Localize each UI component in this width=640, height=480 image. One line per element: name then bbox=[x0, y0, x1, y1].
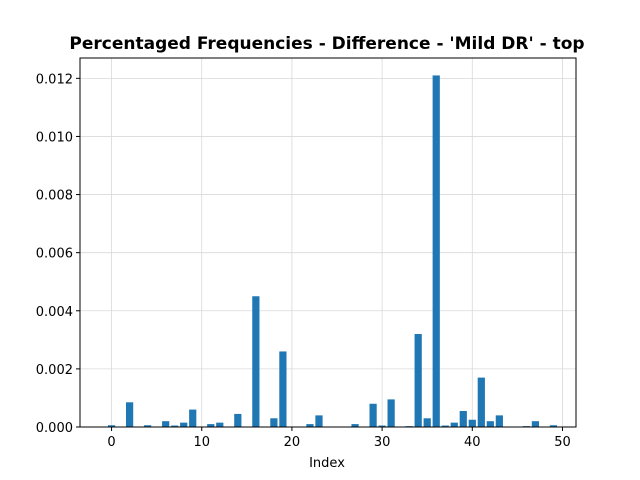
bar-34 bbox=[414, 334, 422, 427]
bar-4 bbox=[144, 425, 152, 427]
bar-9 bbox=[189, 409, 197, 427]
bar-43 bbox=[495, 415, 503, 427]
bar-18 bbox=[270, 418, 278, 427]
bar-2 bbox=[125, 402, 134, 427]
grid-lines bbox=[80, 58, 576, 428]
bar-42 bbox=[486, 421, 494, 427]
bar-11 bbox=[207, 424, 215, 427]
y-axis-ticks: 0.000 0.002 0.004 0.006 0.008 0.010 0.012 bbox=[36, 72, 80, 436]
bar-12 bbox=[216, 422, 224, 427]
bar-49 bbox=[549, 425, 558, 427]
bar-47 bbox=[531, 421, 540, 427]
y-tick-label: 0.000 bbox=[36, 421, 73, 436]
y-tick-label: 0.010 bbox=[36, 130, 73, 145]
bar-30 bbox=[378, 425, 386, 427]
bar-0 bbox=[107, 425, 116, 427]
x-tick-label: 30 bbox=[374, 435, 391, 450]
y-tick-label: 0.004 bbox=[36, 305, 73, 320]
x-axis-ticks: 0 10 20 30 40 50 bbox=[107, 427, 571, 450]
x-tick-label: 50 bbox=[554, 435, 571, 450]
bar-14 bbox=[234, 413, 242, 427]
bar-22 bbox=[306, 424, 314, 427]
y-tick-label: 0.002 bbox=[36, 363, 73, 378]
plot-frame bbox=[79, 57, 577, 428]
bar-37 bbox=[441, 425, 449, 427]
x-tick-label: 40 bbox=[464, 435, 481, 450]
chart-title: Percentaged Frequencies - Difference - '… bbox=[69, 34, 584, 54]
bars bbox=[107, 75, 558, 427]
y-tick-label: 0.012 bbox=[36, 72, 73, 87]
bar-19 bbox=[279, 351, 287, 427]
bar-29 bbox=[369, 403, 377, 427]
bar-6 bbox=[162, 421, 170, 427]
x-axis-label: Index bbox=[309, 456, 345, 471]
bar-35 bbox=[423, 418, 431, 427]
bar-23 bbox=[315, 415, 323, 427]
x-tick-label: 0 bbox=[107, 435, 115, 450]
bar-16 bbox=[252, 296, 260, 427]
bar-7 bbox=[171, 425, 179, 427]
x-tick-label: 20 bbox=[284, 435, 301, 450]
bar-31 bbox=[387, 399, 395, 427]
y-tick-label: 0.006 bbox=[36, 247, 73, 262]
bar-41 bbox=[477, 377, 485, 427]
y-tick-label: 0.008 bbox=[36, 189, 73, 204]
bar-40 bbox=[468, 419, 476, 427]
bar-27 bbox=[351, 424, 359, 427]
bar-36 bbox=[432, 75, 440, 427]
bar-39 bbox=[459, 411, 467, 427]
bar-8 bbox=[180, 422, 188, 427]
bar-38 bbox=[450, 422, 458, 427]
x-tick-label: 10 bbox=[193, 435, 210, 450]
